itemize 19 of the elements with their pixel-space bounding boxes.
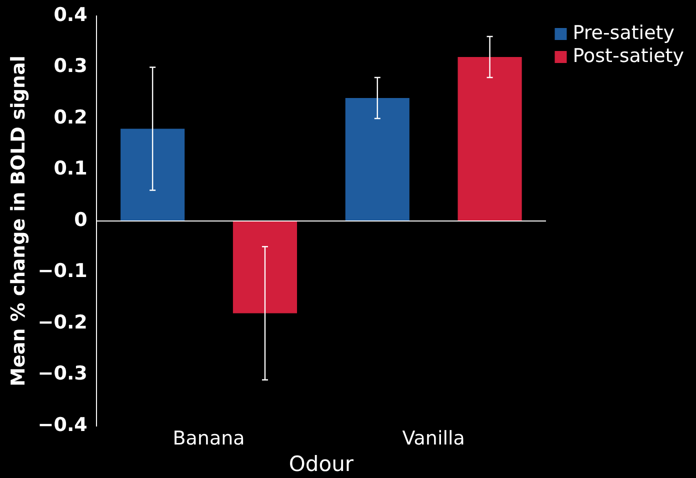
- y-axis-title: Mean % change in BOLD signal: [7, 56, 30, 386]
- legend-label: Pre-satiety: [572, 22, 674, 44]
- bar: [345, 98, 410, 221]
- bar: [120, 128, 185, 221]
- y-tick-label: 0: [74, 208, 88, 231]
- x-axis-title: Odour: [288, 452, 354, 476]
- x-tick-label: Vanilla: [402, 427, 465, 450]
- y-tick-label: −0.2: [38, 311, 88, 334]
- y-tick-label: 0.3: [54, 55, 88, 78]
- y-tick-label: 0.2: [54, 106, 88, 128]
- y-tick-label: −0.1: [38, 260, 88, 282]
- y-tick-label: −0.4: [38, 414, 88, 436]
- y-tick-label: −0.3: [38, 362, 88, 385]
- legend-label: Post-satiety: [572, 44, 684, 67]
- bar: [232, 221, 298, 314]
- y-tick-label: 0.4: [54, 4, 88, 26]
- y-tick-label: 0.1: [54, 158, 88, 180]
- bar: [458, 57, 522, 221]
- x-tick-label: Banana: [172, 427, 245, 450]
